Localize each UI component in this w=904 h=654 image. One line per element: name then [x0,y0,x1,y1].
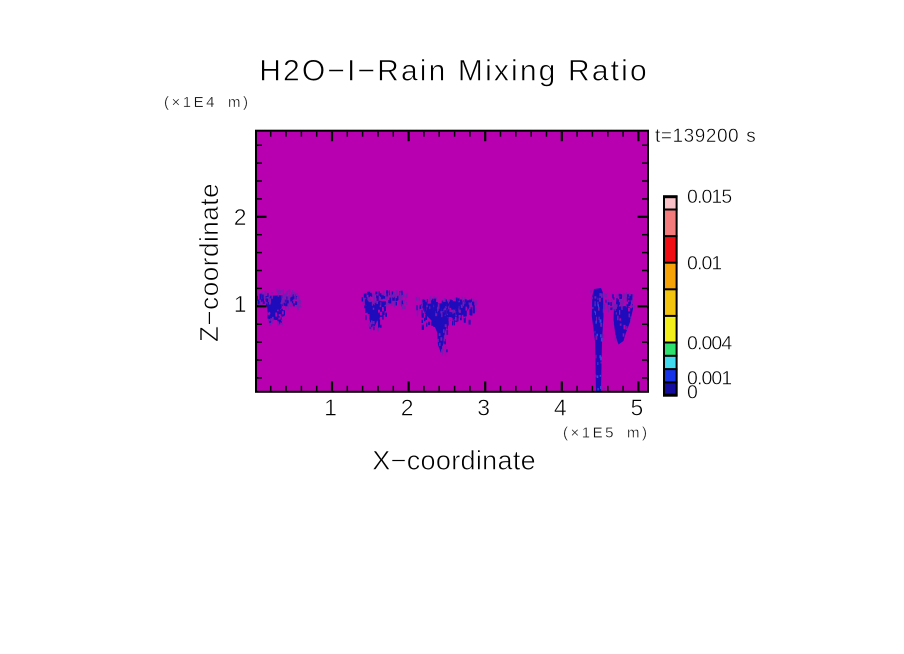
svg-text:H2O−I−Rain Mixing Ratio: H2O−I−Rain Mixing Ratio [259,54,649,87]
svg-text:Z−coordinate: Z−coordinate [194,183,224,342]
svg-text:0.004: 0.004 [687,333,732,355]
svg-text:0.015: 0.015 [687,186,732,208]
svg-text:3: 3 [477,395,490,421]
svg-text:5: 5 [631,395,644,421]
svg-text:1: 1 [234,291,247,317]
svg-text:2: 2 [234,204,247,230]
svg-text:0.01: 0.01 [687,253,721,275]
svg-text:X−coordinate: X−coordinate [372,446,536,476]
svg-text:0: 0 [687,381,698,403]
svg-text:4: 4 [554,395,567,421]
svg-text:2: 2 [401,395,414,421]
svg-text:1: 1 [324,395,337,421]
svg-text:0.001: 0.001 [687,367,731,389]
